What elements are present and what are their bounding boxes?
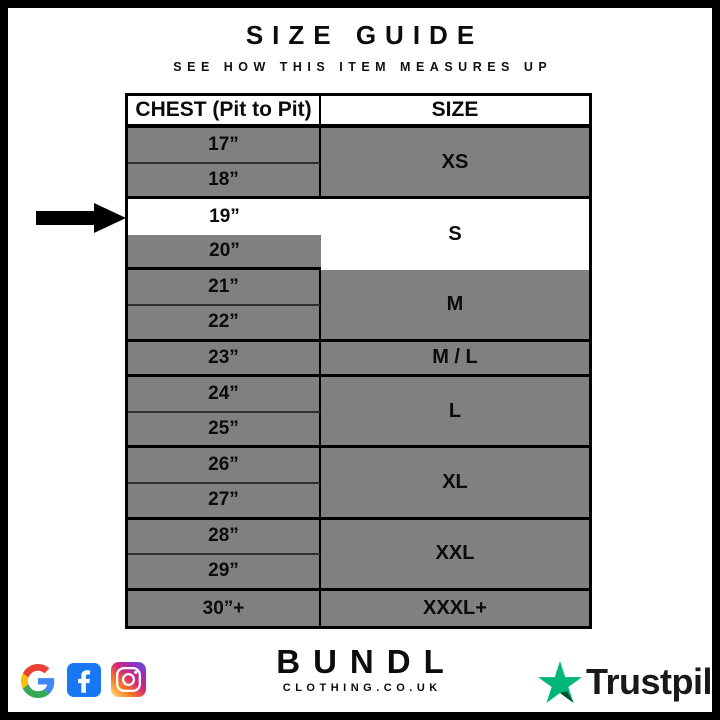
size-cell-xl: XL: [321, 448, 589, 520]
size-cell-l: L: [321, 377, 589, 449]
chest-cell-28: 28”: [128, 519, 321, 556]
trustpilot-star-icon: [538, 661, 582, 703]
chest-cell-26: 26”: [128, 448, 321, 484]
brand-subtitle: CLOTHING.CO.UK: [282, 681, 442, 694]
page-subtitle: SEE HOW THIS ITEM MEASURES UP: [173, 60, 553, 74]
size-guide-table: CHEST (Pit to Pit) SIZE 17” 18” 19” 20” …: [125, 93, 592, 630]
facebook-icon: [67, 663, 101, 697]
google-icon: [21, 664, 55, 698]
chest-cell-23: 23”: [128, 341, 321, 378]
size-cell-m-l: M / L: [321, 341, 589, 378]
size-cell-xxl: XXL: [321, 519, 589, 591]
size-cell-s-highlighted: S: [321, 199, 589, 271]
instagram-icon: [111, 662, 146, 697]
size-cell-m: M: [321, 270, 589, 342]
chest-cell-20: 20”: [128, 234, 321, 271]
trustpilot-label: Trustpilot: [586, 661, 713, 702]
page-title: SIZE GUIDE: [245, 20, 484, 50]
chest-cell-17: 17”: [128, 128, 321, 164]
chest-cell-25: 25”: [128, 412, 321, 449]
chest-cell-29: 29”: [128, 555, 321, 591]
chest-cell-27: 27”: [128, 483, 321, 520]
brand-logo: BUNDL CLOTHING.CO.UK: [8, 643, 712, 694]
chest-cell-24: 24”: [128, 377, 321, 413]
chest-cell-22: 22”: [128, 305, 321, 342]
brand-name: BUNDL: [276, 643, 457, 680]
column-header-chest: CHEST (Pit to Pit): [128, 96, 321, 128]
column-header-size: SIZE: [321, 96, 589, 128]
size-cell-xxxlplus: XXXL+: [321, 590, 589, 627]
arrow-right-icon: [36, 203, 126, 233]
chest-cell-18: 18”: [128, 163, 321, 200]
trustpilot-logo: Trustpilot: [538, 661, 713, 703]
chest-cell-19-highlighted: 19”: [128, 199, 321, 235]
size-cell-xs: XS: [321, 128, 589, 200]
chest-cell-30plus: 30”+: [128, 590, 321, 627]
chest-cell-21: 21”: [128, 270, 321, 306]
